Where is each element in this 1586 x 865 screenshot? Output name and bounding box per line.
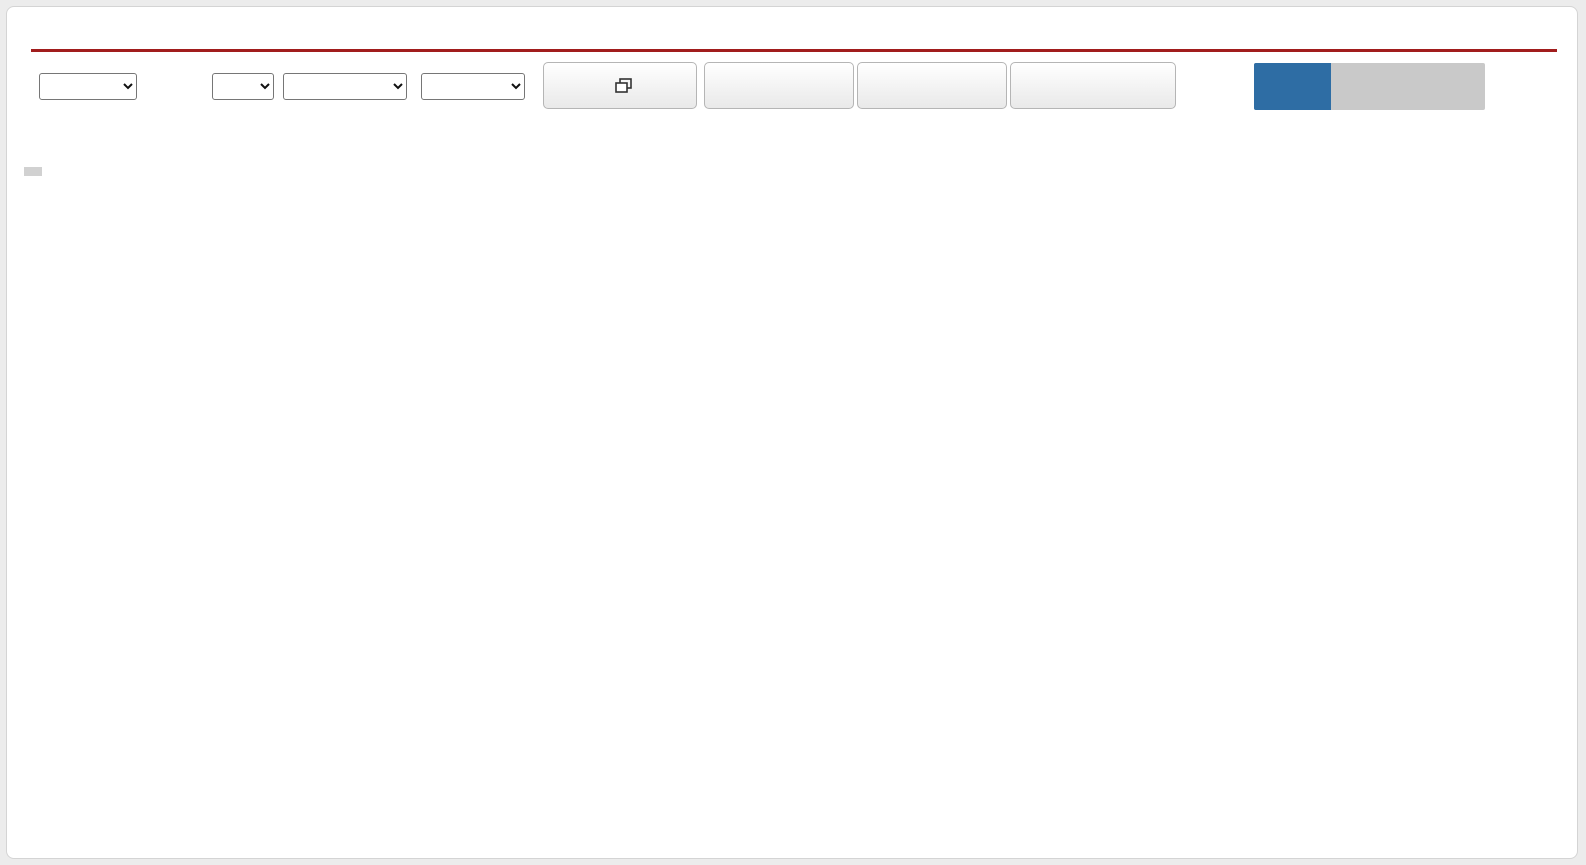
chart-navigator[interactable] xyxy=(23,121,1482,159)
rate-alert-button[interactable] xyxy=(857,62,1007,109)
popup-window-icon xyxy=(615,78,632,93)
save-1-button[interactable] xyxy=(1254,63,1331,110)
title-underline xyxy=(31,49,1557,52)
drawing-tools-button[interactable] xyxy=(704,62,854,109)
new-order-button[interactable] xyxy=(543,62,697,109)
timeframe-select[interactable] xyxy=(421,73,525,100)
indicator-legend xyxy=(24,167,42,176)
chart-panel xyxy=(6,6,1578,859)
save-3-button[interactable] xyxy=(1408,63,1485,110)
candlestick-chart[interactable] xyxy=(23,164,1577,856)
bidask-select[interactable] xyxy=(212,73,274,100)
save-preset-group xyxy=(1254,63,1485,110)
chart-type-select[interactable] xyxy=(283,73,407,100)
save-2-button[interactable] xyxy=(1331,63,1408,110)
chart-settings-button[interactable] xyxy=(1010,62,1176,109)
pair-select[interactable] xyxy=(39,73,137,100)
